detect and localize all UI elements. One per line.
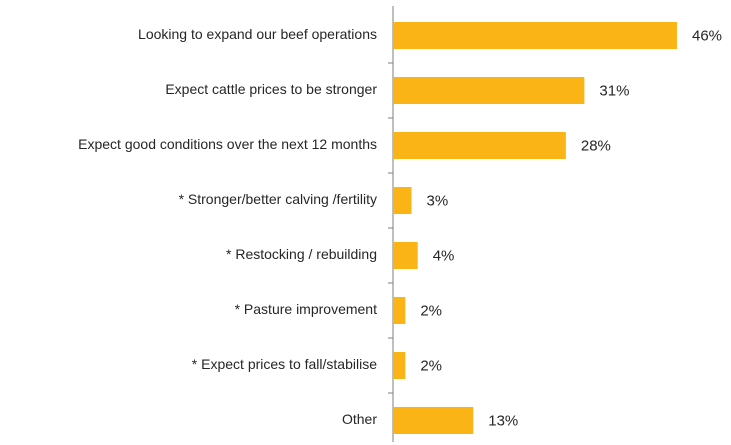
data-label: 13%: [488, 412, 518, 429]
category-label: Expect good conditions over the next 12 …: [78, 136, 377, 152]
category-label: Other: [342, 411, 377, 427]
category-label: Expect cattle prices to be stronger: [165, 81, 377, 97]
category-label: * Pasture improvement: [235, 301, 378, 317]
data-label: 46%: [692, 27, 722, 44]
bar: [393, 242, 418, 269]
bar: [393, 132, 566, 159]
bar: [393, 187, 412, 214]
bar: [393, 297, 406, 324]
data-label: 31%: [599, 82, 629, 99]
data-label: 2%: [420, 302, 442, 319]
data-label: 28%: [581, 137, 611, 154]
category-label: Looking to expand our beef operations: [138, 26, 377, 42]
category-label: * Expect prices to fall/stabilise: [192, 356, 377, 372]
bar: [393, 77, 585, 104]
data-label: 3%: [427, 192, 449, 209]
data-label: 4%: [433, 247, 455, 264]
bar: [393, 407, 474, 434]
category-label: * Stronger/better calving /fertility: [179, 191, 377, 207]
category-label: * Restocking / rebuilding: [226, 246, 377, 262]
bar: [393, 22, 677, 49]
bar: [393, 352, 406, 379]
data-label: 2%: [420, 357, 442, 374]
